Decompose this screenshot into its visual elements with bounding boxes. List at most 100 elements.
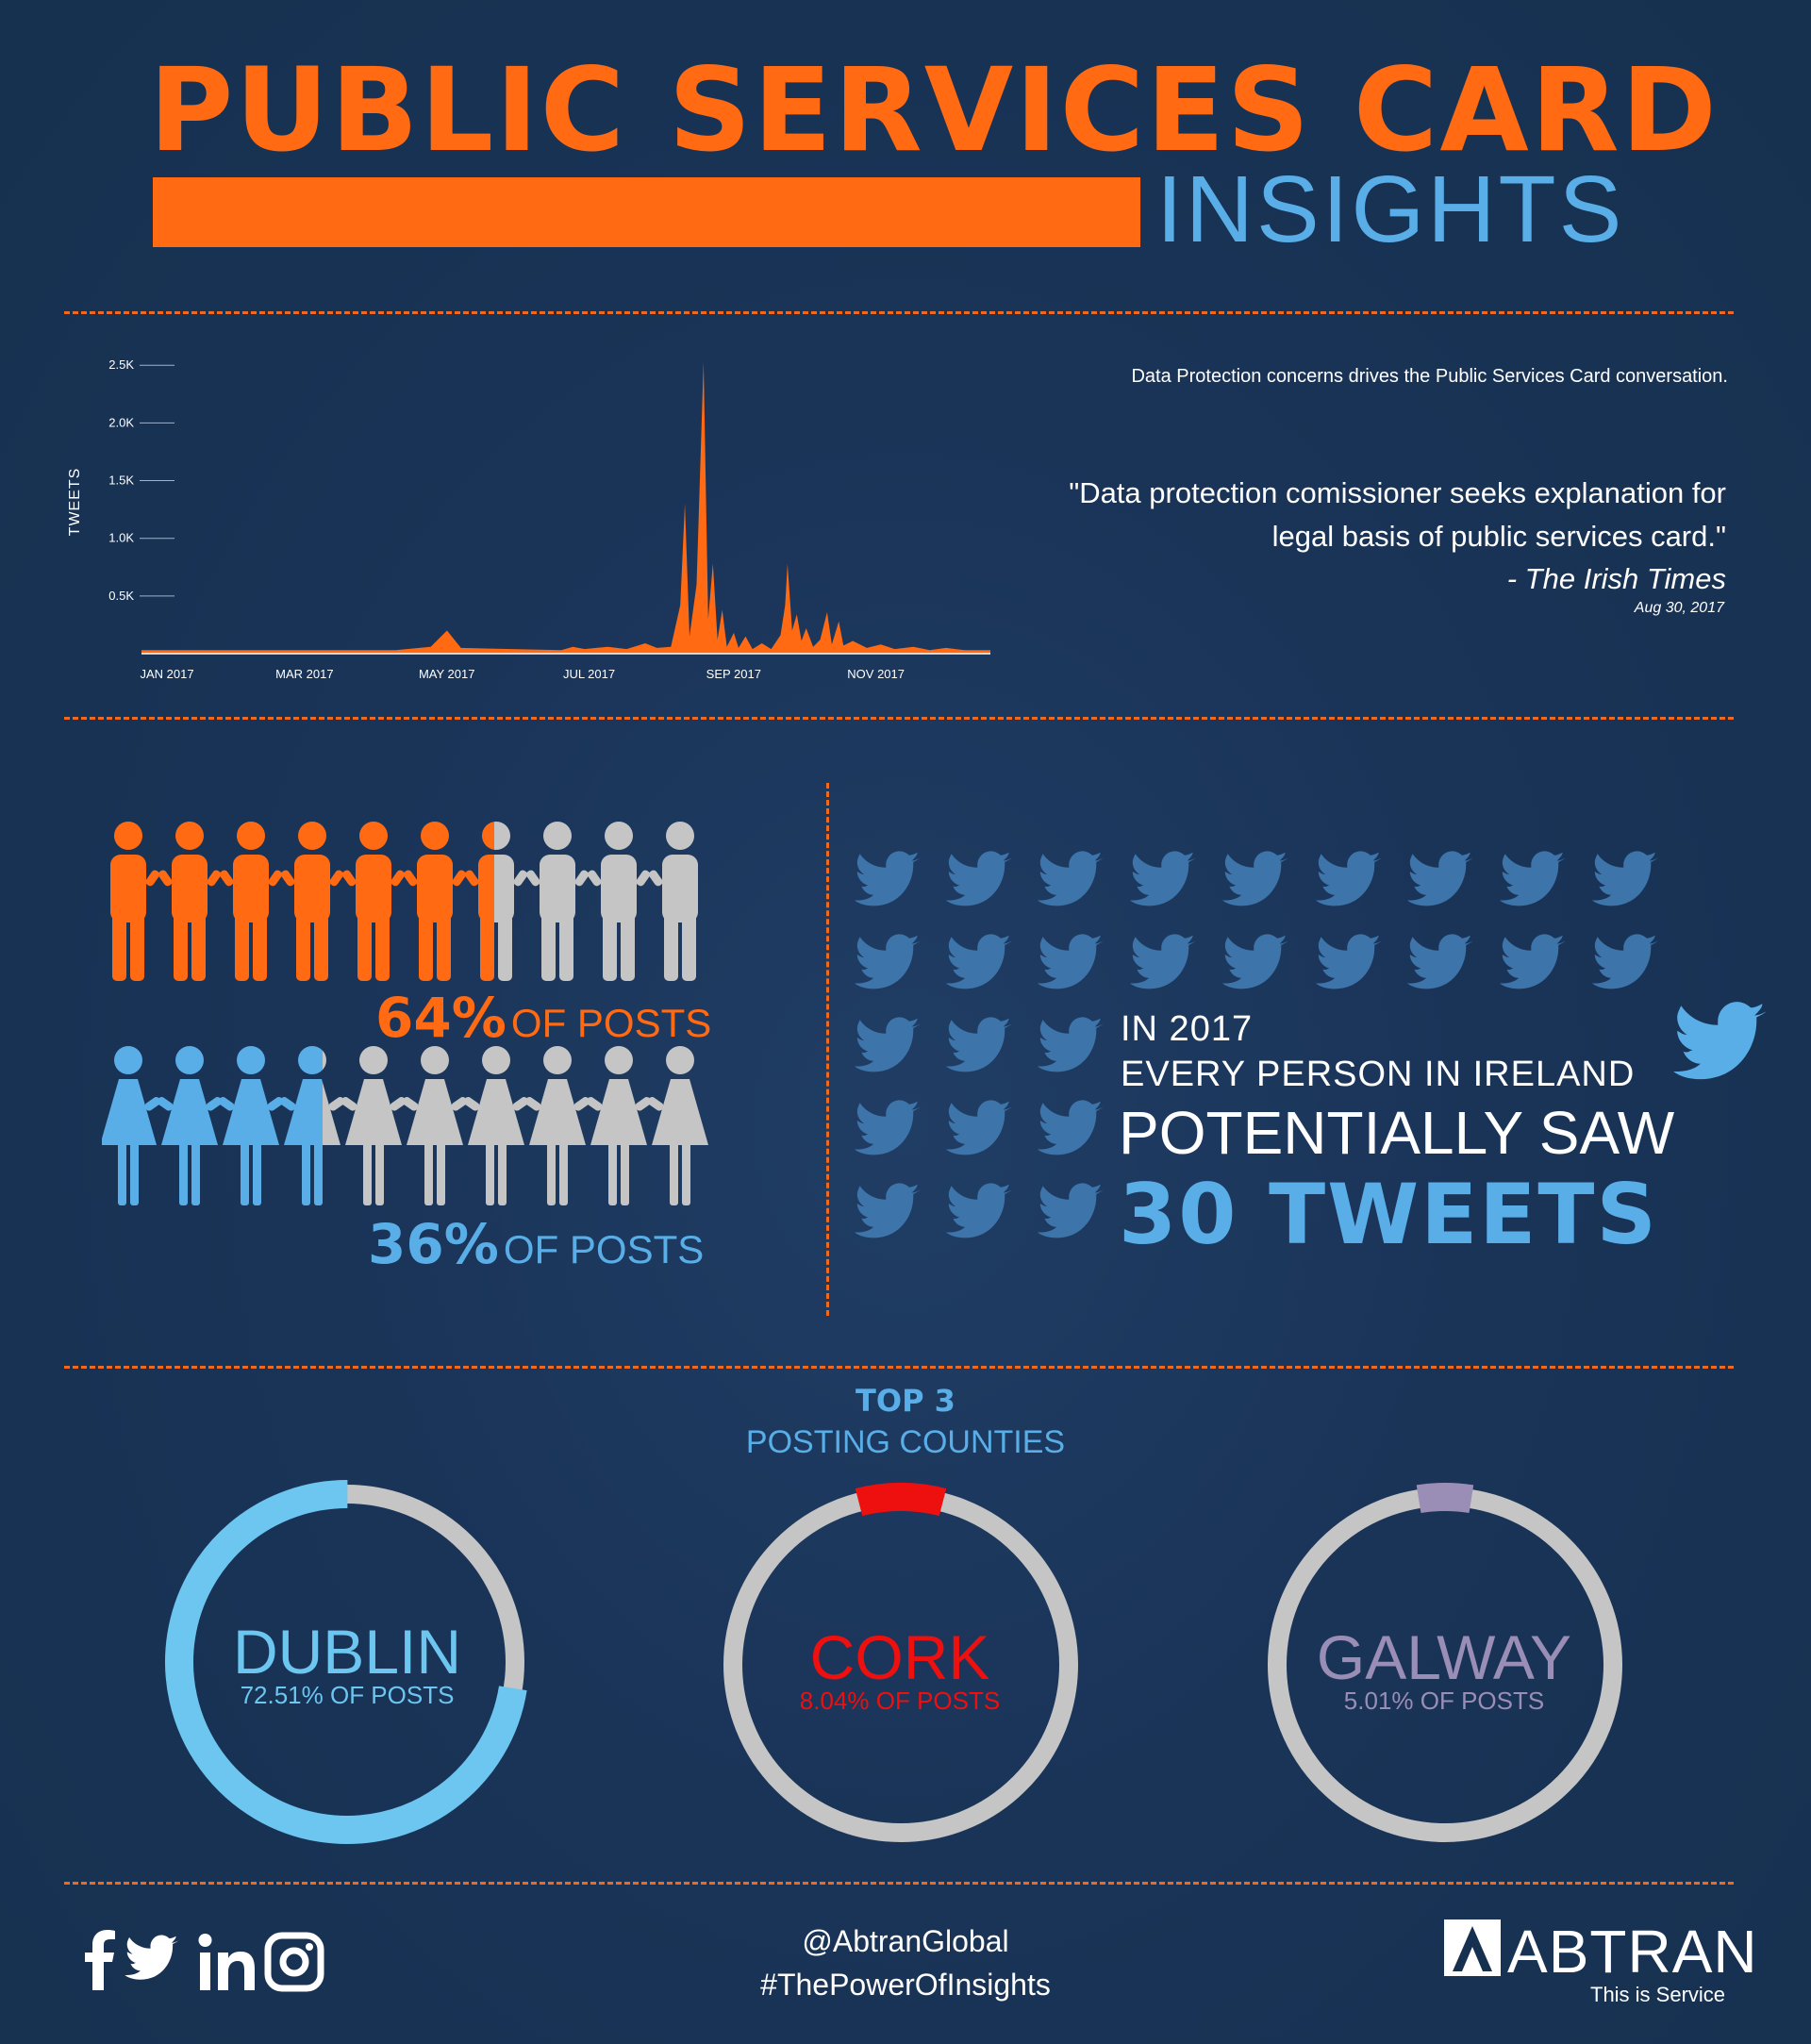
x-tick-label: JAN 2017 [140, 667, 193, 681]
tweets-line-3: POTENTIALLY SAW [1119, 1099, 1675, 1167]
twitter-bird-icon [854, 851, 921, 906]
y-tick-label: 2.0K [108, 415, 134, 429]
quote-date: Aug 30, 2017 [1634, 600, 1724, 616]
social-icons [85, 1930, 324, 1992]
female-figure-icon [102, 1046, 161, 1205]
county-share: 8.04% OF POSTS [799, 1687, 1001, 1715]
y-tick-label: 1.0K [108, 531, 134, 545]
twitter-bird-icon [1129, 934, 1196, 989]
insight-statement: Data Protection concerns drives the Publ… [1131, 366, 1728, 387]
male-figure-icon [648, 822, 698, 981]
county-dublin: DUBLIN 72.51% OF POSTS [158, 1620, 536, 1707]
brand-name: ABTRAN [1507, 1918, 1758, 1986]
hashtag[interactable]: #ThePowerOfInsights [760, 1968, 1051, 2002]
facebook-icon[interactable] [85, 1930, 115, 1990]
tweets-icon-grid [854, 851, 1767, 1238]
twitter-handle[interactable]: @AbtranGlobal [802, 1924, 1009, 1958]
twitter-bird-icon [1037, 1017, 1104, 1072]
female-share: 36% OF POSTS [368, 1217, 704, 1271]
twitter-bird-icon [1406, 934, 1473, 989]
page-title: PUBLIC SERVICES CARD [149, 43, 1719, 177]
female-figure-icon [463, 1046, 529, 1205]
section-divider [64, 717, 1734, 720]
twitter-bird-icon [1406, 851, 1473, 906]
vertical-divider [826, 783, 829, 1316]
male-figure-icon [110, 822, 160, 981]
twitter-bird-icon [1315, 934, 1382, 989]
counties-heading: TOP 3 [856, 1383, 955, 1419]
female-figure-icon [323, 1050, 345, 1145]
male-percent-label: OF POSTS [510, 1001, 712, 1045]
tweets-timeline-chart: 0.5K 1.0K 1.5K 2.0K 2.5K JAN 2017 MAR 2017 MAY … [67, 357, 990, 681]
county-cork: CORK 8.04% OF POSTS [711, 1626, 1088, 1713]
y-tick-label: 2.5K [108, 357, 134, 372]
female-percent-label: OF POSTS [503, 1227, 705, 1271]
x-tick-label: JUL 2017 [563, 667, 615, 681]
female-percent: 36% [368, 1212, 499, 1276]
county-name: DUBLIN [232, 1617, 462, 1687]
x-tick-label: SEP 2017 [706, 667, 761, 681]
twitter-bird-icon [854, 1100, 921, 1155]
tweets-line-2: EVERY PERSON IN IRELAND [1121, 1055, 1636, 1094]
title-bar [153, 177, 1140, 247]
male-share: 64% OF POSTS [375, 990, 711, 1045]
female-figure-icon [586, 1046, 652, 1205]
twitter-bird-icon [945, 1183, 1012, 1238]
twitter-bird-icon [1037, 934, 1104, 989]
female-figure-icon [341, 1046, 407, 1205]
female-figure-icon [402, 1046, 468, 1205]
twitter-bird-icon [1315, 851, 1382, 906]
twitter-bird-icon [1673, 1002, 1767, 1080]
county-ring [1263, 1483, 1627, 1847]
twitter-bird-icon [1221, 851, 1288, 906]
county-share: 5.01% OF POSTS [1343, 1687, 1545, 1715]
section-divider [64, 1882, 1734, 1885]
county-ring [165, 1480, 529, 1844]
x-tick-label: NOV 2017 [847, 667, 905, 681]
male-figure-icon [219, 822, 283, 981]
brand-tagline: This is Service [1590, 1983, 1726, 2006]
twitter-bird-icon [854, 1017, 921, 1072]
county-name: GALWAY [1316, 1622, 1572, 1692]
twitter-bird-icon [945, 1017, 1012, 1072]
female-figure-icon [524, 1046, 590, 1205]
county-ring-share [165, 1480, 529, 1844]
male-figure-icon [341, 822, 406, 981]
twitter-bird-icon [854, 934, 921, 989]
twitter-icon[interactable] [125, 1935, 178, 1980]
twitter-bird-icon [1499, 851, 1566, 906]
male-figure-icon [587, 822, 651, 981]
y-tick-label: 1.5K [108, 474, 134, 488]
twitter-bird-icon [945, 1100, 1012, 1155]
section-divider [64, 1366, 1734, 1369]
twitter-bird-icon [1129, 851, 1196, 906]
male-figure-icon [280, 822, 344, 981]
male-figure-icon [525, 822, 590, 981]
insight-quote: "Data protection comissioner seeks expla… [1069, 476, 1726, 553]
twitter-bird-icon [1221, 934, 1288, 989]
tweets-headline: 30 TWEETS [1119, 1166, 1658, 1263]
male-figure-icon [158, 822, 222, 981]
twitter-bird-icon [1591, 934, 1658, 989]
quote-source: - The Irish Times [1506, 562, 1726, 595]
twitter-bird-icon [854, 1183, 921, 1238]
male-figure-icon [494, 822, 528, 981]
twitter-bird-icon [1591, 851, 1658, 906]
tweets-area-series [141, 361, 990, 654]
chart-y-axis-label: TWEETS [67, 468, 83, 537]
twitter-bird-icon [1037, 851, 1104, 906]
female-figure-icon [157, 1046, 223, 1205]
male-figure-icon [403, 822, 467, 981]
male-percent: 64% [375, 986, 507, 1050]
linkedin-icon[interactable] [198, 1934, 256, 1990]
female-figure-icon [647, 1046, 708, 1205]
x-tick-label: MAY 2017 [419, 667, 475, 681]
county-rings [165, 1480, 1627, 1847]
twitter-bird-icon [1037, 1100, 1104, 1155]
instagram-icon[interactable] [264, 1932, 324, 1992]
twitter-bird-icon [945, 934, 1012, 989]
male-figures-row [110, 822, 698, 981]
county-galway: GALWAY 5.01% OF POSTS [1255, 1626, 1633, 1713]
female-figure-icon [279, 1046, 323, 1205]
county-share: 72.51% OF POSTS [240, 1681, 455, 1709]
